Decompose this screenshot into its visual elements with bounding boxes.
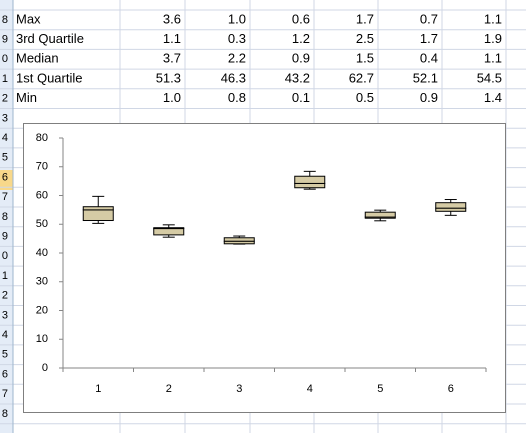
y-tick-label: 60	[36, 189, 48, 201]
y-tick-label: 0	[42, 362, 48, 374]
y-tick-label: 10	[36, 333, 48, 345]
cell-label: 1st Quartile	[16, 70, 82, 85]
x-tick-label: 6	[448, 383, 454, 395]
y-tick-label: 30	[36, 276, 48, 288]
row-number: 0	[2, 250, 8, 262]
row-number: 1	[2, 270, 8, 282]
row-number: 8	[2, 14, 8, 26]
cell-value: 0.7	[420, 11, 438, 26]
cell-label: Max	[16, 11, 41, 26]
row-number: 5	[2, 349, 8, 361]
row-number: 6	[2, 171, 8, 183]
row-number: 5	[2, 152, 8, 164]
box-lower	[82, 209, 114, 222]
row-number: 3	[2, 309, 8, 321]
cell-label: 3rd Quartile	[16, 31, 84, 46]
cell-value: 2.2	[228, 51, 246, 66]
chart-area	[23, 123, 506, 413]
cell-value: 0.3	[228, 31, 246, 46]
row-number: 3	[2, 112, 8, 124]
x-tick-label: 4	[307, 383, 313, 395]
cell-value: 2.5	[356, 31, 374, 46]
cell-value: 1.1	[484, 11, 502, 26]
cell-label: Median	[16, 51, 59, 66]
cell-value: 46.3	[221, 70, 246, 85]
cell-label: Min	[16, 90, 37, 105]
box-upper	[294, 175, 326, 184]
row-number: 1	[2, 73, 8, 85]
box-upper	[82, 206, 114, 211]
row-number: 4	[2, 329, 8, 341]
cell-value: 0.5	[356, 90, 374, 105]
box-lower	[294, 182, 326, 189]
row-number: 7	[2, 388, 8, 400]
row-number: 4	[2, 132, 8, 144]
cell-value: 62.7	[349, 70, 374, 85]
row-number: 9	[2, 230, 8, 242]
cell-value: 0.4	[420, 51, 438, 66]
cell-value: 3.7	[163, 51, 181, 66]
cell-value: 0.9	[420, 90, 438, 105]
cell-value: 54.5	[477, 70, 502, 85]
row-number: 7	[2, 191, 8, 203]
box-upper	[223, 237, 255, 242]
cell-value: 1.7	[356, 11, 374, 26]
y-tick-label: 50	[36, 218, 48, 230]
cell-value: 43.2	[285, 70, 310, 85]
box-upper	[153, 227, 185, 230]
cell-value: 52.1	[413, 70, 438, 85]
row-number: 9	[2, 33, 8, 45]
row-number: 8	[2, 211, 8, 223]
y-tick-label: 40	[36, 247, 48, 259]
cell-value: 1.7	[420, 31, 438, 46]
cell-value: 0.1	[292, 90, 310, 105]
row-number: 0	[2, 53, 8, 65]
row-number: 2	[2, 93, 8, 105]
cell-value: 1.0	[163, 90, 181, 105]
row-number: 2	[2, 290, 8, 302]
cell-value: 1.1	[163, 31, 181, 46]
x-tick-label: 2	[166, 383, 172, 395]
y-tick-label: 80	[36, 132, 48, 144]
cell-value: 0.9	[292, 51, 310, 66]
y-tick-label: 70	[36, 161, 48, 173]
cell-value: 3.6	[163, 11, 181, 26]
row-number: 6	[2, 368, 8, 380]
selected-row-header	[0, 170, 13, 190]
cell-value: 1.0	[228, 11, 246, 26]
x-tick-label: 3	[236, 383, 242, 395]
cell-value: 1.2	[292, 31, 310, 46]
cell-value: 0.8	[228, 90, 246, 105]
cell-value: 0.6	[292, 11, 310, 26]
box-upper	[435, 202, 467, 209]
row-number: 8	[2, 408, 8, 420]
box-upper	[364, 211, 396, 218]
cell-value: 1.4	[484, 90, 502, 105]
x-tick-label: 1	[95, 383, 101, 395]
cell-value: 1.9	[484, 31, 502, 46]
x-tick-label: 5	[377, 383, 383, 395]
cell-value: 51.3	[156, 70, 181, 85]
cell-value: 1.1	[484, 51, 502, 66]
cell-value: 1.5	[356, 51, 374, 66]
y-tick-label: 20	[36, 304, 48, 316]
box-lower	[153, 228, 185, 236]
